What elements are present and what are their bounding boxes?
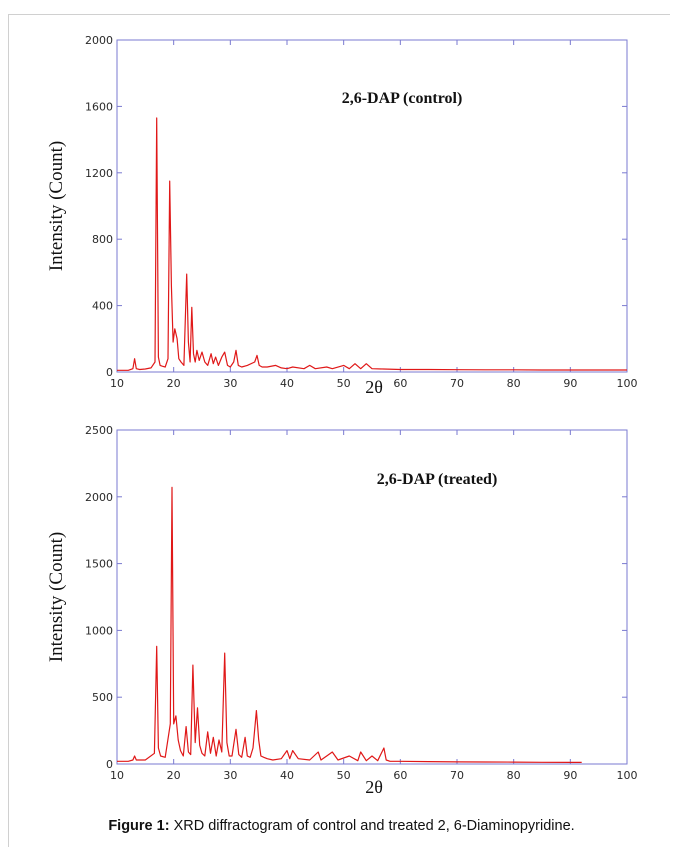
y-tick-label: 2500: [85, 424, 113, 437]
x-tick-label: 50: [337, 377, 351, 390]
plot-area: [116, 39, 628, 373]
figure-caption: Figure 1: XRD diffractogram of control a…: [0, 818, 683, 834]
y-tick-label: 1000: [85, 624, 113, 637]
x-tick-label: 40: [280, 769, 294, 782]
y-tick-label: 2000: [85, 34, 113, 47]
x-tick-label: 20: [167, 769, 181, 782]
chart-1: 0 400 800 1200 1600 2000 10 20 30 40 50 60 70 80 90 100…: [46, 34, 638, 397]
y-tick-label: 800: [92, 233, 113, 246]
x-tick-label: 70: [450, 769, 464, 782]
y-tick-label: 400: [92, 300, 113, 313]
y-tick-label: 0: [106, 366, 113, 379]
caption-label: Figure 1:: [108, 818, 170, 834]
x-tick-label: 20: [167, 377, 181, 390]
x-tick-label: 90: [563, 769, 577, 782]
x-tick-label: 40: [280, 377, 294, 390]
x-tick-label: 10: [110, 769, 124, 782]
chart-title: 2,6-DAP (treated): [377, 471, 498, 488]
plot-area: [116, 429, 628, 765]
y-tick-label: 2000: [85, 491, 113, 504]
y-tick-label: 0: [106, 758, 113, 771]
y-axis-label: Intensity (Count): [46, 141, 67, 271]
x-tick-label: 30: [223, 377, 237, 390]
y-axis-label: Intensity (Count): [46, 532, 67, 662]
y-tick-label: 500: [92, 691, 113, 704]
caption-text: XRD diffractogram of control and treated…: [169, 818, 575, 834]
x-tick-label: 60: [393, 769, 407, 782]
x-tick-label: 50: [337, 769, 351, 782]
x-tick-label: 60: [393, 377, 407, 390]
y-tick-label: 1200: [85, 167, 113, 180]
chart-2: 0 500 1000 1500 2000 2500 10 20 30 40 50 60 70 80 90 10…: [46, 424, 638, 797]
x-tick-label: 70: [450, 377, 464, 390]
x-axis-label: 2θ: [365, 777, 383, 797]
x-tick-label: 30: [223, 769, 237, 782]
y-tick-label: 1600: [85, 100, 113, 113]
series-line-1: [117, 486, 582, 764]
x-axis-label: 2θ: [365, 377, 383, 397]
x-tick-label: 90: [563, 377, 577, 390]
x-tick-label: 100: [617, 769, 638, 782]
x-tick-label: 80: [507, 377, 521, 390]
series-line-1: [117, 117, 627, 371]
chart-title: 2,6-DAP (control): [342, 90, 463, 107]
x-tick-label: 10: [110, 377, 124, 390]
x-tick-label: 100: [617, 377, 638, 390]
x-tick-label: 80: [507, 769, 521, 782]
y-tick-label: 1500: [85, 558, 113, 571]
